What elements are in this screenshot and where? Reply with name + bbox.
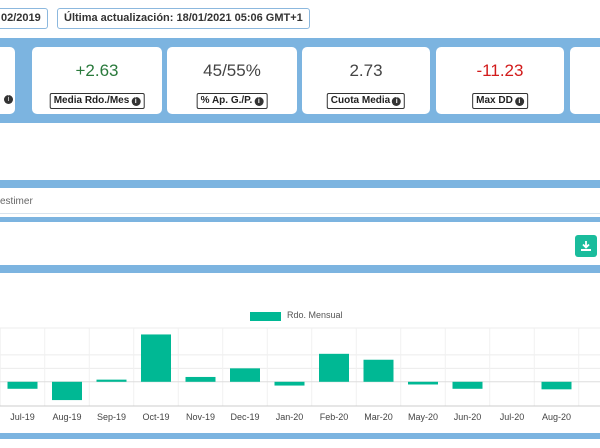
stat-label-text: % Ap. G./P. xyxy=(200,95,253,106)
stat-label[interactable]: % Ap. G./P. i xyxy=(196,93,268,109)
tipster-label: estimer xyxy=(0,196,33,207)
stat-value: 2.73 xyxy=(349,61,383,80)
legend-swatch xyxy=(250,312,281,321)
info-icon[interactable]: i xyxy=(131,97,141,106)
x-tick-label: Mar-20 xyxy=(364,412,393,422)
x-tick-label: Jan-20 xyxy=(276,412,304,422)
bar[interactable] xyxy=(452,381,483,389)
bar[interactable] xyxy=(274,381,305,386)
download-button[interactable] xyxy=(575,235,597,257)
x-tick-label: Jul-20 xyxy=(500,412,525,422)
x-tick-label: Aug-19 xyxy=(52,412,81,422)
section-divider xyxy=(0,180,600,188)
bar[interactable] xyxy=(185,376,216,382)
stat-value: -11.23 xyxy=(476,61,524,80)
x-tick-label: Dec-19 xyxy=(230,412,259,422)
start-date-badge: 02/2019 xyxy=(0,8,48,29)
info-icon[interactable]: i xyxy=(392,97,402,106)
stat-label-text: Max DD xyxy=(476,95,513,106)
bar[interactable] xyxy=(408,381,438,385)
section-divider xyxy=(0,217,600,222)
info-icon[interactable]: i xyxy=(4,95,13,104)
monthly-result-chart: 9Jul-19Aug-19Sep-19Oct-19Nov-19Dec-19Jan… xyxy=(0,327,600,422)
bar[interactable] xyxy=(363,359,394,382)
stat-label[interactable]: Max DD i xyxy=(472,93,528,109)
section-divider xyxy=(0,265,600,273)
stat-label[interactable]: Cuota Media i xyxy=(326,93,406,109)
divider-line xyxy=(0,213,600,214)
stat-card-avg-monthly: +2.63 Media Rdo./Mes i xyxy=(32,47,162,114)
stat-card-partial-right xyxy=(570,47,600,114)
x-tick-label: Jun-20 xyxy=(454,412,482,422)
stat-label-text: Cuota Media xyxy=(330,95,391,106)
bar[interactable] xyxy=(52,381,82,401)
last-update-badge: Última actualización: 18/01/2021 05:06 G… xyxy=(57,8,310,29)
stat-card-win-loss: 45/55% % Ap. G./P. i xyxy=(167,47,297,114)
x-tick-label: Sep-19 xyxy=(97,412,126,422)
stat-value: 45/55% xyxy=(203,61,261,80)
x-tick-label: Jul-19 xyxy=(10,412,35,422)
bar[interactable] xyxy=(96,379,127,382)
x-tick-label: Oct-19 xyxy=(142,412,169,422)
stat-card-max-dd: -11.23 Max DD i xyxy=(436,47,564,114)
stat-label[interactable]: Media Rdo./Mes i xyxy=(49,93,145,109)
info-icon[interactable]: i xyxy=(254,97,264,106)
bar[interactable] xyxy=(541,381,572,390)
info-icon[interactable]: i xyxy=(514,97,524,106)
stat-label-text: Media Rdo./Mes xyxy=(53,95,130,106)
x-tick-label: Nov-19 xyxy=(186,412,215,422)
bar[interactable] xyxy=(141,334,171,382)
x-tick-label: Feb-20 xyxy=(320,412,349,422)
stat-card-avg-odds: 2.73 Cuota Media i xyxy=(302,47,430,114)
bar[interactable] xyxy=(319,353,349,382)
bottom-band xyxy=(0,433,600,439)
legend-label[interactable]: Rdo. Mensual xyxy=(287,310,343,320)
bar[interactable] xyxy=(7,381,38,389)
x-tick-label: May-20 xyxy=(408,412,438,422)
stat-value: +2.63 xyxy=(75,61,119,80)
download-icon xyxy=(581,241,591,251)
x-tick-label: Aug-20 xyxy=(542,412,571,422)
bar[interactable] xyxy=(230,368,260,382)
stat-card-partial: i xyxy=(0,47,15,114)
